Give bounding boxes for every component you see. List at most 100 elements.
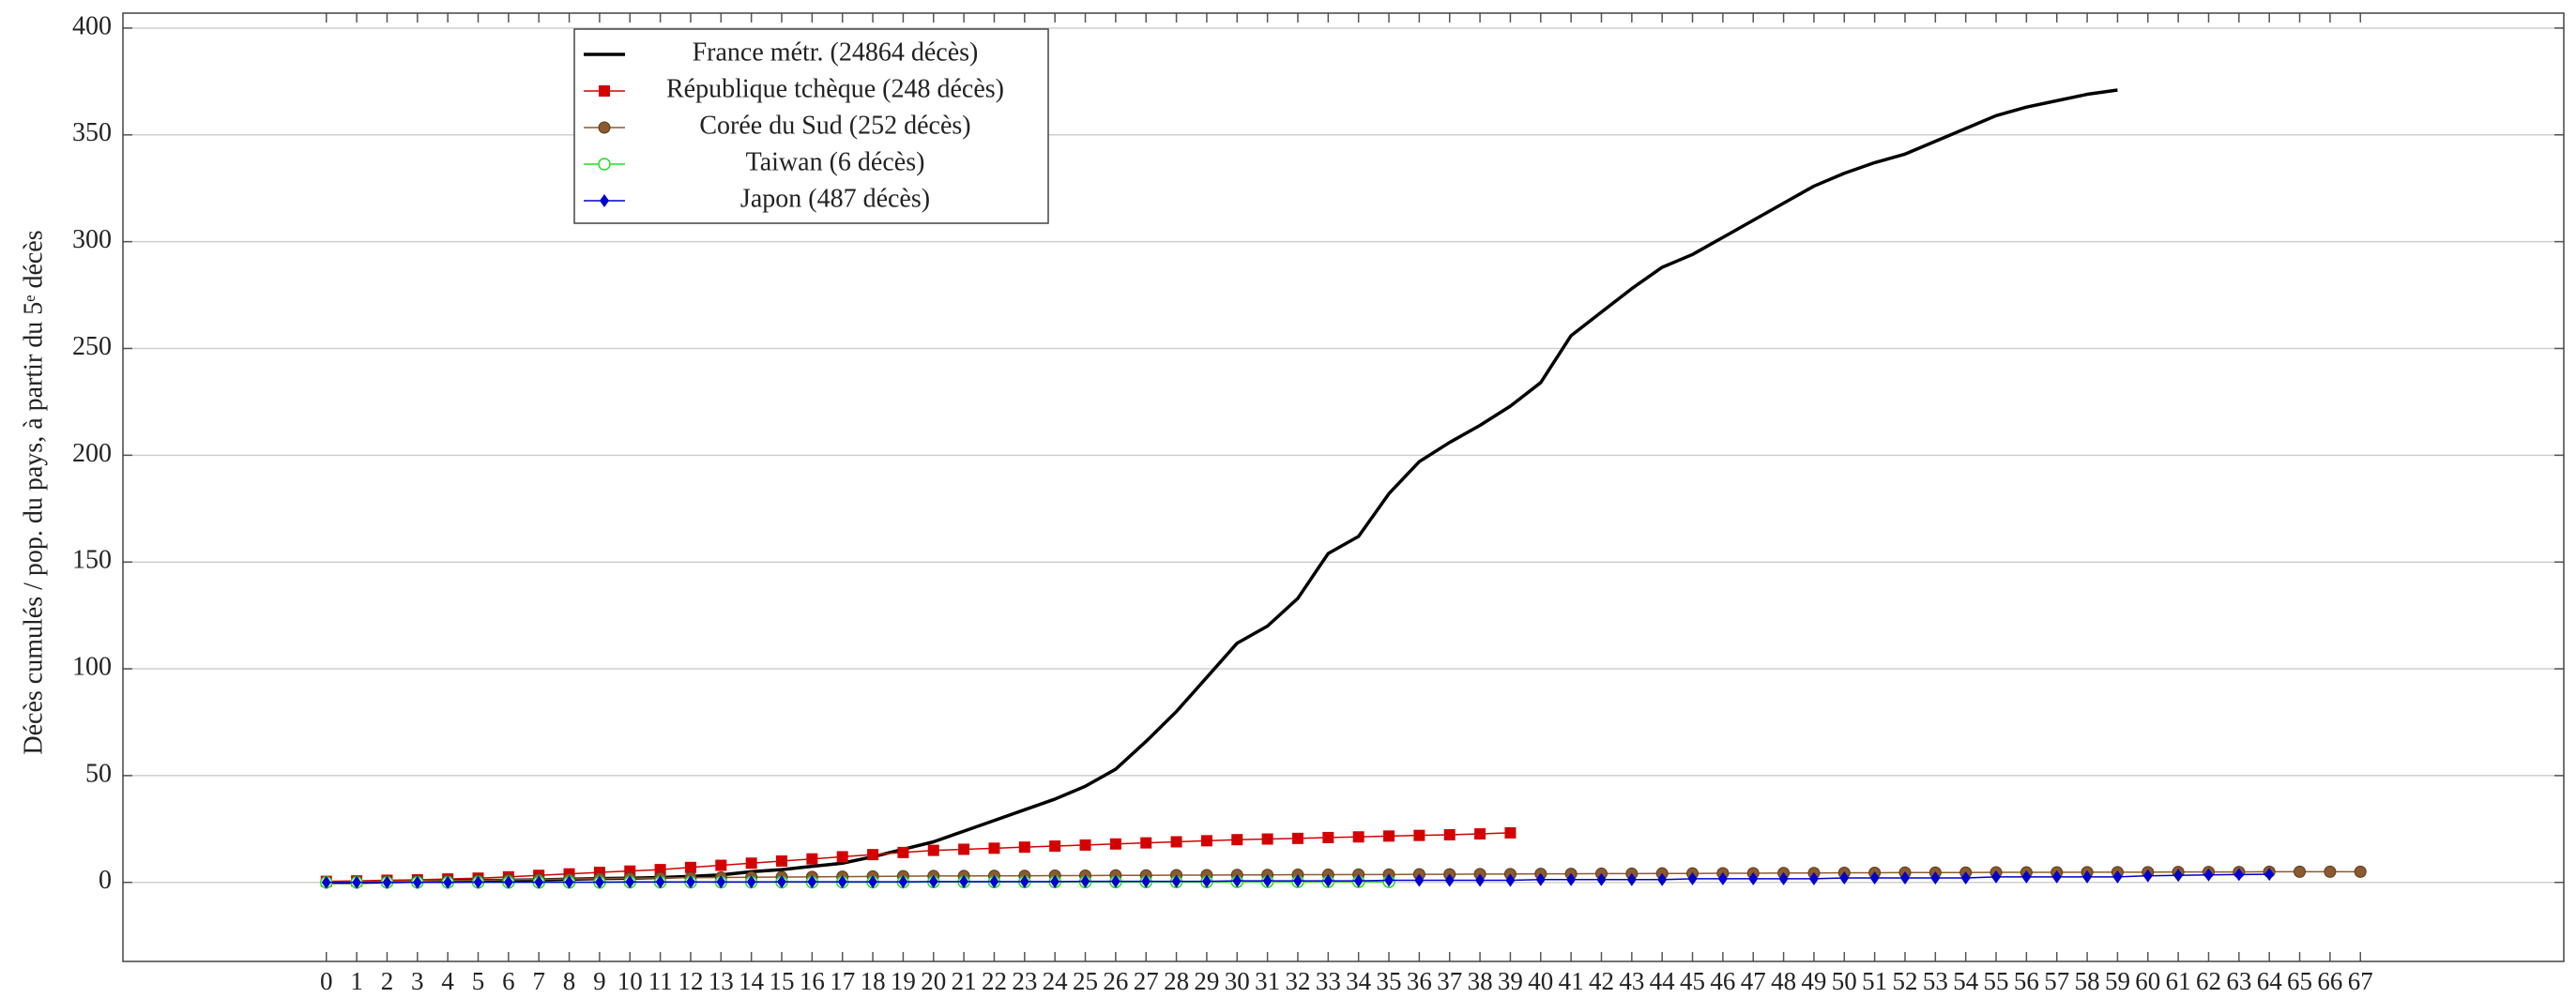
marker: [321, 875, 331, 889]
x-tick-label: 10: [617, 967, 643, 995]
x-tick-label: 47: [1741, 967, 1766, 995]
x-tick-label: 59: [2105, 967, 2130, 995]
x-tick-label: 24: [1043, 967, 1069, 995]
marker: [1657, 872, 1668, 886]
marker: [1535, 872, 1546, 886]
marker: [1960, 870, 1971, 885]
x-tick-label: 44: [1650, 967, 1676, 995]
marker: [1443, 828, 1456, 840]
marker: [1808, 871, 1819, 885]
marker: [958, 843, 970, 855]
marker: [928, 874, 938, 888]
y-axis-label: Décès cumulés / pop. du pays, à partir d…: [19, 230, 48, 754]
legend-marker: [598, 158, 611, 171]
marker: [959, 874, 969, 888]
marker: [1504, 826, 1517, 839]
marker: [1778, 871, 1789, 885]
x-tick-label: 11: [648, 967, 673, 995]
x-tick-label: 5: [472, 967, 485, 995]
marker: [897, 846, 909, 858]
marker: [684, 861, 696, 873]
marker: [2112, 869, 2123, 884]
x-tick-label: 56: [2014, 967, 2039, 995]
marker: [1626, 872, 1637, 886]
marker: [1261, 833, 1273, 845]
x-tick-label: 54: [1953, 967, 1979, 995]
x-tick-label: 50: [1832, 967, 1857, 995]
legend-label: France métr. (24864 décès): [693, 38, 979, 67]
marker: [777, 875, 787, 889]
marker: [1050, 874, 1060, 888]
x-tick-label: 14: [739, 967, 765, 995]
marker: [625, 875, 635, 889]
x-tick-label: 1: [350, 967, 363, 995]
x-tick-label: 4: [441, 967, 454, 995]
x-tick-label: 18: [861, 967, 886, 995]
marker: [1383, 830, 1395, 842]
x-tick-label: 46: [1710, 967, 1735, 995]
x-tick-label: 6: [502, 967, 515, 995]
marker: [654, 864, 666, 876]
marker: [745, 857, 757, 869]
x-tick-label: 25: [1073, 967, 1098, 995]
x-tick-label: 31: [1255, 967, 1280, 995]
marker: [1384, 873, 1395, 887]
marker: [1171, 874, 1181, 888]
marker: [868, 875, 878, 889]
marker: [1323, 874, 1334, 888]
y-tick-label: 200: [72, 439, 112, 468]
x-tick-label: 60: [2135, 967, 2160, 995]
x-tick-label: 26: [1103, 967, 1128, 995]
marker: [1413, 829, 1425, 841]
x-tick-label: 16: [800, 967, 825, 995]
marker: [1232, 874, 1242, 888]
x-tick-label: 8: [563, 967, 576, 995]
y-tick-label: 350: [72, 118, 112, 147]
marker: [1019, 874, 1029, 888]
marker: [1475, 873, 1486, 887]
marker: [1200, 835, 1212, 847]
x-tick-label: 37: [1437, 967, 1462, 995]
x-tick-label: 29: [1194, 967, 1219, 995]
y-tick-label: 0: [99, 866, 112, 895]
marker: [2051, 869, 2062, 884]
marker: [655, 875, 665, 889]
x-tick-label: 66: [2317, 967, 2342, 995]
x-tick-label: 58: [2075, 967, 2100, 995]
x-tick-label: 48: [1771, 967, 1796, 995]
x-tick-label: 0: [320, 967, 333, 995]
x-tick-label: 42: [1589, 967, 1614, 995]
marker: [1170, 836, 1182, 848]
x-tick-label: 27: [1134, 967, 1159, 995]
marker: [1566, 872, 1577, 886]
x-tick-label: 36: [1407, 967, 1432, 995]
marker: [443, 875, 453, 889]
marker: [503, 875, 513, 889]
marker: [1352, 831, 1364, 843]
marker: [2082, 869, 2093, 884]
x-tick-label: 51: [1862, 967, 1887, 995]
x-tick-label: 22: [982, 967, 1007, 995]
marker: [412, 875, 422, 889]
marker: [1991, 869, 2002, 884]
marker: [898, 875, 908, 889]
marker: [1080, 874, 1090, 888]
marker: [1414, 873, 1425, 887]
marker: [594, 875, 604, 889]
marker: [2173, 869, 2184, 883]
marker: [867, 849, 879, 861]
marker: [1899, 870, 1910, 885]
y-tick-label: 50: [85, 759, 112, 788]
marker: [1079, 839, 1091, 851]
x-tick-label: 65: [2287, 967, 2312, 995]
x-tick-label: 13: [709, 967, 734, 995]
marker: [1717, 871, 1728, 885]
marker: [807, 875, 817, 889]
marker: [837, 875, 847, 889]
x-tick-label: 30: [1225, 967, 1250, 995]
x-tick-label: 33: [1316, 967, 1341, 995]
x-tick-label: 57: [2044, 967, 2069, 995]
x-tick-label: 63: [2226, 967, 2251, 995]
x-tick-label: 3: [411, 967, 424, 995]
